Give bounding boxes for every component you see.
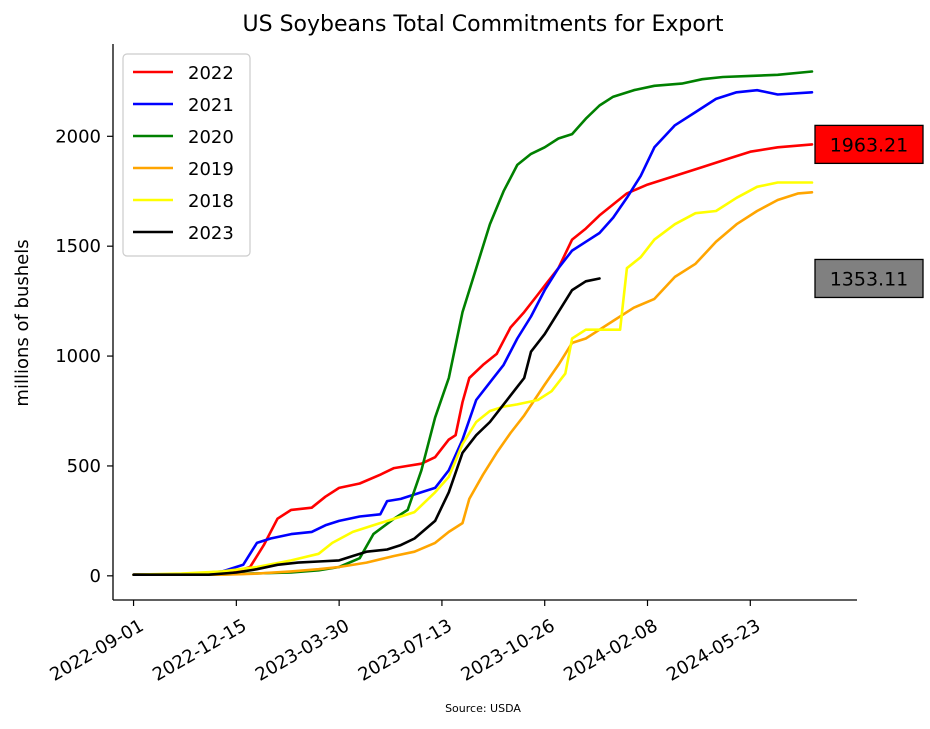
x-tick-label: 2022-12-15 [149,615,250,685]
y-axis-label: millions of bushels [12,239,33,406]
series-line-2018 [132,181,814,576]
x-tick-label: 2023-10-26 [458,615,559,685]
legend-label: 2020 [188,127,234,148]
x-tick-label: 2022-09-01 [46,615,147,685]
legend-label: 2022 [188,63,234,84]
chart-title: US Soybeans Total Commitments for Export [243,12,724,37]
y-tick-label: 2000 [55,126,101,147]
series-line-2023 [132,277,601,576]
x-tick-label: 2024-02-08 [560,615,661,685]
legend-item-2020: 2020 [133,127,234,148]
legend-label: 2021 [188,95,234,116]
series-lines [132,70,814,576]
value-annotations: 1963.21 1353.11 [814,124,924,299]
legend-item-2021: 2021 [133,95,234,116]
legend: 2022 2021 2020 2019 2018 2023 [122,53,251,257]
x-tick-label: 2023-07-13 [355,615,456,685]
legend-label: 2019 [188,159,234,180]
value-badge-text: 1963.21 [830,134,909,156]
legend-label: 2023 [188,223,234,244]
source-note: Source: USDA [445,702,521,715]
value-badge-text: 1353.11 [830,268,909,290]
x-tick-label: 2023-03-30 [252,615,353,685]
y-tick-label: 1000 [55,346,101,367]
x-tick-label: 2024-05-23 [663,615,764,685]
series-line-2021 [132,88,814,576]
y-tick-label: 1500 [55,236,101,257]
legend-item-2023: 2023 [133,223,234,244]
series-line-2020 [132,70,814,576]
series-line-2019 [132,191,814,576]
legend-label: 2018 [188,191,234,212]
legend-item-2019: 2019 [133,159,234,180]
y-tick-label: 500 [67,456,101,477]
y-tick-label: 0 [90,566,101,587]
legend-item-2018: 2018 [133,191,234,212]
value-badge-box [814,258,924,299]
value-badge-box [814,124,924,165]
legend-item-2022: 2022 [133,63,234,84]
series-line-2022 [132,143,814,576]
value-badge-2: 1353.11 [814,258,924,299]
value-badge-1: 1963.21 [814,124,924,165]
